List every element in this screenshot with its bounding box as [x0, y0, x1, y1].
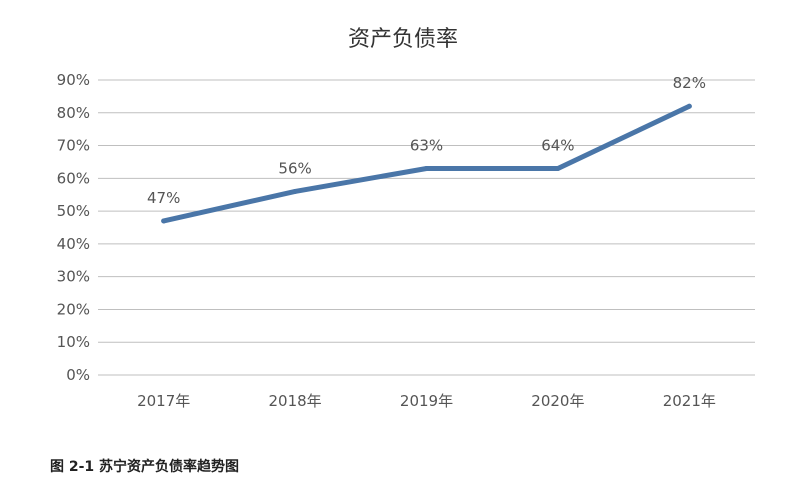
data-point: [292, 188, 298, 194]
data-labels: 47% 56% 63% 64% 82%: [147, 74, 706, 207]
y-tick-label: 10%: [57, 333, 90, 351]
y-tick-label: 60%: [57, 169, 90, 187]
x-tick-label: 2020年: [531, 392, 584, 410]
y-tick-label: 70%: [57, 137, 90, 155]
y-tick-label: 20%: [57, 300, 90, 318]
data-point: [161, 218, 167, 224]
y-tick-label: 90%: [57, 71, 90, 89]
x-tick-label: 2017年: [137, 392, 190, 410]
data-label: 82%: [673, 74, 706, 92]
y-tick-label: 40%: [57, 235, 90, 253]
data-point: [555, 166, 561, 171]
x-tick-label: 2019年: [400, 392, 453, 410]
figure-caption: 图 2-1 苏宁资产负债率趋势图: [50, 459, 240, 475]
data-point: [686, 103, 692, 109]
series-line: [161, 103, 692, 224]
y-tick-label: 30%: [57, 268, 90, 286]
chart-title: 资产负债率: [348, 27, 458, 52]
x-tick-label: 2021年: [663, 392, 716, 410]
data-label: 56%: [278, 159, 311, 177]
y-axis: 0% 10% 20% 30% 40% 50% 60% 70% 80% 90%: [57, 71, 90, 384]
data-label: 63%: [410, 137, 443, 155]
data-label: 64%: [541, 137, 574, 155]
y-tick-label: 50%: [57, 202, 90, 220]
x-axis: 2017年 2018年 2019年 2020年 2021年: [137, 392, 716, 410]
x-tick-label: 2018年: [269, 392, 322, 410]
series-area: [161, 103, 692, 224]
y-tick-label: 80%: [57, 104, 90, 122]
y-tick-label: 0%: [66, 366, 90, 384]
data-point: [424, 166, 429, 171]
data-label: 47%: [147, 189, 180, 207]
chart: 资产负债率 0% 10% 20% 30% 40% 50% 60% 70% 80% 90% 2017…: [57, 27, 755, 410]
